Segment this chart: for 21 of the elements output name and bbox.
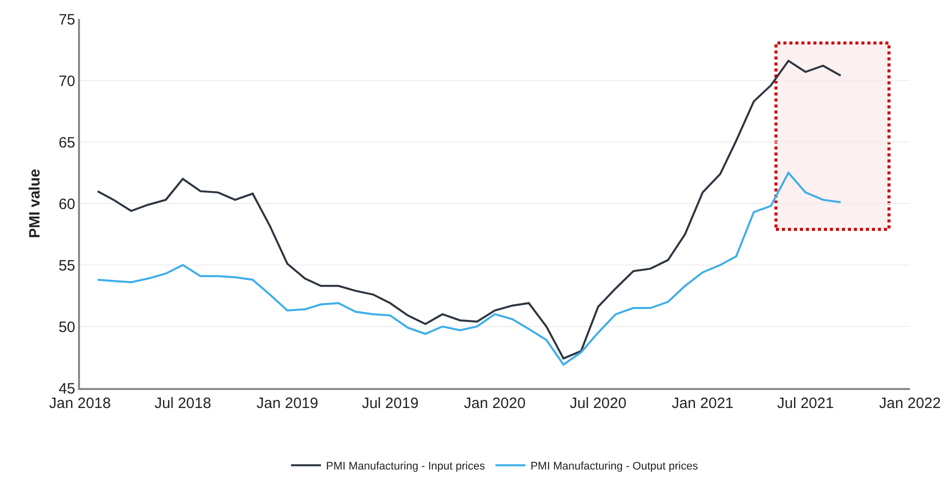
legend-label: PMI Manufacturing - Input prices [326,460,486,473]
y-tick-label: 45 [58,380,76,398]
legend-label: PMI Manufacturing - Output prices [530,460,698,473]
x-tick-label: Jul 2021 [777,394,834,412]
y-tick-label: 75 [58,11,76,28]
x-tick-label: Jul 2020 [570,394,626,412]
y-tick-label: 50 [58,318,76,336]
y-tick-label: 70 [58,72,76,90]
x-tick-label: Jan 2021 [672,394,734,412]
x-tick-label: Jul 2019 [362,394,419,412]
line-series [96,60,842,360]
x-tick-label: Jan 2019 [256,394,318,412]
y-tick-label: 60 [58,196,76,213]
x-tick-label: Jan 2022 [879,394,941,412]
x-tick-label: Jan 2018 [49,394,111,412]
y-tick-label: 55 [58,257,76,274]
x-tick-label: Jul 2018 [154,394,212,412]
y-tick-label: 65 [58,134,76,152]
y-axis-title: PMI value [26,168,44,238]
line-series [96,172,842,366]
x-tick-label: Jan 2020 [464,394,526,412]
